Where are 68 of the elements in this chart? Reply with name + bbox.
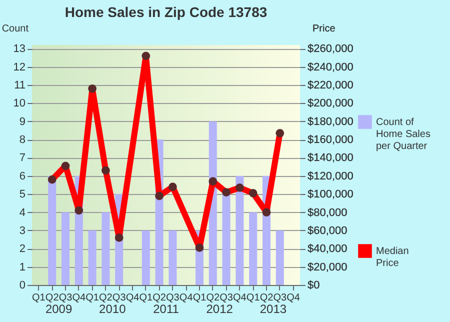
x-tick-label: Q2 [206, 292, 220, 304]
legend-label: Count of Home Sales per Quarter [376, 117, 430, 152]
text: 2009 [45, 302, 72, 316]
x-tick-label: Q1 [246, 292, 260, 304]
y-tick-label: 11 [14, 80, 26, 92]
text: 2013 [260, 302, 287, 316]
y-tick-label: 6 [19, 170, 26, 182]
chart-title: Home Sales in Zip Code 13783 [64, 4, 268, 20]
y-tick-label: 8 [19, 134, 26, 146]
y-axis-title: Count [2, 24, 29, 34]
y2-tick-label: $100,000 [308, 188, 354, 201]
y2-axis-title: Price [312, 24, 336, 34]
x-tick-label: Q3 [273, 292, 288, 304]
y2-tick-label: $40,000 [308, 243, 348, 256]
x-tick-label: Q4 [126, 292, 140, 304]
bar [276, 230, 284, 285]
bar [236, 176, 244, 285]
text: 2010 [99, 302, 126, 316]
y2-tick-label: $80,000 [308, 206, 348, 219]
bar [102, 212, 110, 285]
bar [142, 230, 150, 285]
y2-tick-label: $200,000 [308, 98, 354, 110]
bar [62, 212, 70, 285]
y2-tick-label: $120,000 [308, 170, 354, 182]
y2-tick-label: $260,000 [308, 43, 354, 56]
y-tick-label: 7 [19, 152, 26, 164]
y-tick-label: 0 [19, 280, 26, 292]
x-tick-label: Q1 [32, 292, 46, 304]
y-tick-label: 4 [19, 206, 26, 219]
text: 2011 [153, 302, 180, 316]
x-tick-label: Q4 [233, 292, 247, 304]
bar [168, 230, 177, 285]
y2-tick-label: $180,000 [308, 116, 354, 128]
x-tick-label: Q2 [152, 292, 166, 304]
x-tick-label: Q3 [112, 292, 126, 304]
bar [249, 212, 258, 285]
legend-label: Median Price [376, 246, 409, 269]
x-tick-label: Q2 [260, 292, 274, 304]
bar [222, 194, 230, 285]
y-tick-label: 2 [19, 243, 26, 256]
x-tick-label: Q1 [86, 292, 100, 304]
x-tick-label: Q1 [192, 292, 207, 304]
y-tick-label: 12 [13, 61, 26, 74]
y2-tick-label: $220,000 [308, 80, 354, 92]
y-tick-label: 10 [13, 98, 26, 110]
text: 2012 [206, 302, 234, 316]
y2-tick-label: $20,000 [308, 261, 348, 274]
x-tick-label: Q3 [58, 292, 73, 304]
y2-tick-label: $160,000 [308, 134, 354, 146]
x-tick-label: Q4 [286, 292, 300, 304]
x-tick-label: Q4 [179, 292, 194, 304]
bar [48, 176, 56, 285]
y2-tick-label: $60,000 [308, 224, 348, 237]
y-tick-label: 3 [19, 224, 26, 237]
x-tick-label: Q3 [166, 292, 180, 304]
y-tick-label: 9 [19, 116, 26, 128]
x-tick-label: Q2 [99, 292, 113, 304]
x-tick-label: Q4 [72, 292, 86, 304]
bar [88, 230, 96, 285]
x-tick-label: Q2 [45, 292, 60, 304]
y2-tick-label: $140,000 [308, 152, 354, 164]
y-tick-label: 5 [19, 188, 26, 201]
x-tick-label: Q3 [220, 292, 234, 304]
y2-tick-label: $240,000 [308, 61, 354, 74]
y-tick-label: 1 [19, 261, 26, 274]
y2-tick-label: $0 [308, 280, 320, 292]
y-tick-label: 13 [13, 43, 26, 56]
x-tick-label: Q1 [139, 292, 154, 304]
